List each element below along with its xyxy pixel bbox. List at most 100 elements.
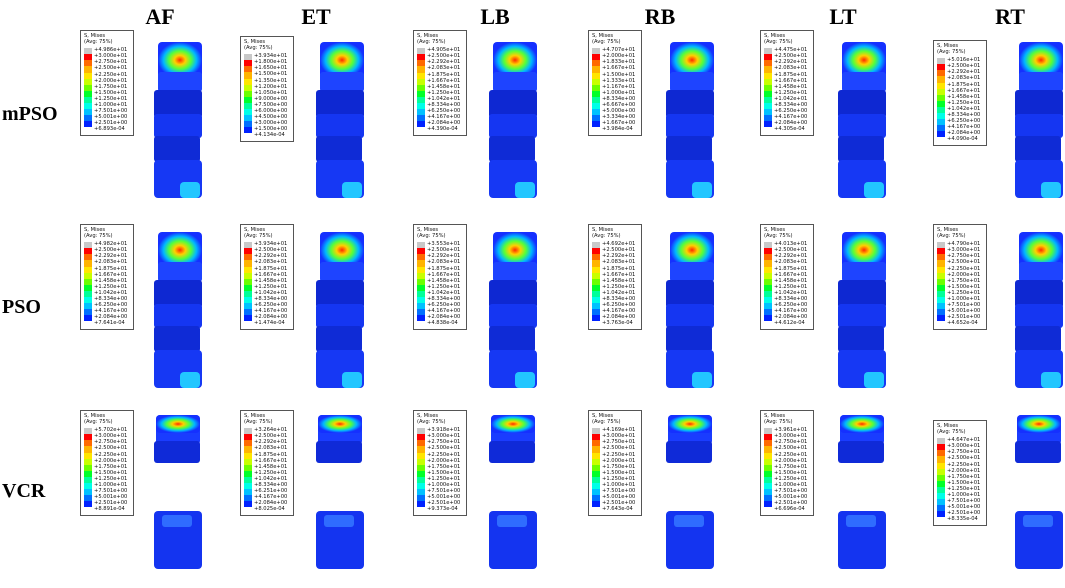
legend-value: +7.501e+00	[94, 108, 128, 115]
colorbar	[592, 48, 600, 132]
vertebra-segment	[320, 262, 364, 282]
legend-value: +2.750e+01	[947, 449, 981, 456]
vertebra-segment	[668, 415, 712, 433]
vertebra-segment	[515, 182, 535, 198]
vertebra-segment	[864, 182, 884, 198]
colorbar	[244, 54, 252, 138]
vertebra-segment	[491, 415, 535, 433]
legend-value: +1.750e+01	[427, 463, 461, 470]
legend-value: +5.016e+01	[947, 57, 981, 64]
legend-header: (Avg: 75%)	[592, 233, 621, 240]
legend-header: S, Mises	[937, 227, 959, 233]
legend-value: +8.334e+00	[94, 296, 128, 303]
legend-value: +2.500e+01	[94, 65, 128, 72]
legend-value: +2.500e+01	[947, 455, 981, 462]
legend-value: +1.500e+01	[774, 469, 808, 476]
legend-value: +2.084e+00	[602, 314, 636, 321]
legend-value: +1.042e+01	[427, 289, 461, 296]
vertebra-segment	[489, 304, 537, 328]
legend-value: +3.918e+01	[427, 427, 461, 434]
legend-value: +1.250e+01	[94, 475, 128, 482]
legend-value: +2.501e+00	[947, 314, 981, 321]
colorbar	[937, 242, 945, 326]
legend-value: +8.334e+00	[774, 296, 808, 303]
legend-value: +1.458e+01	[774, 277, 808, 284]
legend-value: +4.090e-04	[947, 136, 978, 143]
vertebra-segment	[489, 114, 537, 138]
vertebra-segment	[1015, 90, 1063, 118]
spine-model-mpso-rb	[664, 42, 720, 202]
legend-value: +1.500e+01	[947, 479, 981, 486]
legend-value: +2.000e+01	[774, 457, 808, 464]
legend-header: (Avg: 75%)	[937, 429, 966, 436]
legend-value: +6.696e-04	[774, 506, 805, 513]
legend-value: +4.390e-04	[427, 126, 458, 133]
vertebra-segment	[1019, 72, 1063, 92]
legend-value: +2.292e+01	[94, 253, 128, 260]
legend-value: +1.750e+01	[947, 473, 981, 480]
vertebra-segment	[158, 262, 202, 282]
legend-value: +1.667e+01	[427, 271, 461, 278]
vertebra-segment	[842, 42, 886, 78]
legend-value: +4.982e+01	[94, 241, 128, 248]
legend-header: S, Mises	[244, 227, 266, 233]
legend-value: +6.667e+00	[602, 102, 636, 109]
legend-value: +2.500e+01	[94, 247, 128, 254]
vertebra-segment	[838, 326, 884, 352]
legend-value: +2.750e+01	[947, 253, 981, 260]
legend-value: +2.083e+01	[427, 65, 461, 72]
vertebra-segment	[154, 90, 202, 118]
vertebra-segment	[1019, 262, 1063, 282]
colorbar	[592, 428, 600, 512]
vertebra-segment	[489, 90, 537, 118]
legend-value: +2.501e+00	[774, 500, 808, 507]
legend-value: +1.667e+01	[774, 271, 808, 278]
vertebra-segment	[1041, 372, 1061, 388]
legend-value: +1.000e+01	[94, 102, 128, 109]
legend-header: (Avg: 75%)	[417, 233, 446, 240]
legend-value: +2.500e+01	[254, 433, 288, 440]
legend-value: +2.292e+01	[427, 59, 461, 66]
legend-pso-et: S, Mises (Avg: 75%) +3.934e+01 +2.500e+01 +2…	[240, 224, 294, 330]
legend-value: +7.641e-04	[94, 320, 125, 327]
legend-value: +1.500e+01	[94, 89, 128, 96]
legend-value: +4.167e+00	[774, 114, 808, 121]
legend-value: +8.025e-04	[254, 506, 285, 513]
colorbar	[84, 242, 92, 326]
legend-value: +1.042e+01	[427, 95, 461, 102]
legend-value: +2.083e+01	[254, 445, 288, 452]
spine-model-pso-rt	[1013, 232, 1065, 392]
legend-value: +2.084e+00	[254, 314, 288, 321]
legend-value: +1.250e+01	[254, 469, 288, 476]
legend-value: +4.612e-04	[774, 320, 805, 327]
legend-value: +4.500e+00	[254, 114, 288, 121]
legend-value: +2.500e+01	[947, 259, 981, 266]
legend-value: +6.251e+00	[254, 488, 288, 495]
vertebra-segment	[1015, 304, 1063, 328]
legend-value: +2.000e+01	[947, 271, 981, 278]
legend-value: +1.350e+01	[254, 77, 288, 84]
legend-mpso-et: S, Mises (Avg: 75%) +3.934e+01 +1.800e+01 +1…	[240, 36, 294, 142]
legend-value: +7.500e+00	[254, 101, 288, 108]
legend-value: +7.501e+00	[94, 488, 128, 495]
legend-mpso-rb: S, Mises (Avg: 75%) +4.707e+01 +2.000e+01 +1…	[588, 30, 642, 136]
spine-model-mpso-lb	[487, 42, 543, 202]
vertebra-segment	[489, 326, 535, 352]
legend-value: +2.500e+01	[427, 53, 461, 60]
legend-value: +2.750e+01	[94, 59, 128, 66]
legend-value: +3.934e+01	[254, 241, 288, 248]
spine-model-mpso-et	[314, 42, 370, 202]
legend-value: +1.250e+01	[94, 283, 128, 290]
vertebra-segment	[670, 232, 714, 268]
legend-value: +9.000e+00	[254, 95, 288, 102]
legend-header: S, Mises	[244, 413, 266, 419]
legend-header: (Avg: 75%)	[764, 419, 793, 426]
legend-value: +1.000e+01	[774, 482, 808, 489]
legend-value: +2.292e+01	[774, 59, 808, 66]
legend-value: +1.500e+01	[427, 469, 461, 476]
legend-value: +1.500e+01	[947, 283, 981, 290]
vertebra-segment	[1015, 114, 1063, 138]
legend-value: +4.305e-04	[774, 126, 805, 133]
legend-value: +4.707e+01	[602, 47, 636, 54]
legend-header: S, Mises	[592, 227, 614, 233]
